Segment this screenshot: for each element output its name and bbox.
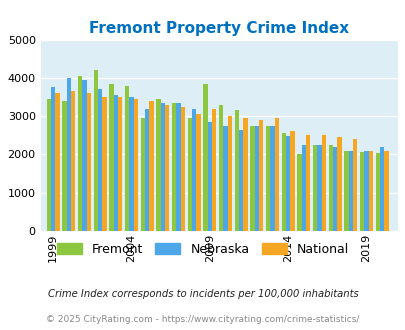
- Bar: [281, 133, 285, 231]
- Bar: [254, 126, 258, 231]
- Bar: [258, 120, 263, 231]
- Bar: [145, 109, 149, 231]
- Bar: [196, 114, 200, 231]
- Bar: [109, 83, 113, 231]
- Bar: [265, 126, 270, 231]
- Bar: [176, 103, 180, 231]
- Bar: [86, 93, 91, 231]
- Bar: [312, 145, 317, 231]
- Bar: [180, 107, 185, 231]
- Bar: [274, 118, 278, 231]
- Bar: [332, 147, 337, 231]
- Bar: [82, 80, 86, 231]
- Text: Crime Index corresponds to incidents per 100,000 inhabitants: Crime Index corresponds to incidents per…: [47, 289, 358, 299]
- Bar: [171, 103, 176, 231]
- Bar: [305, 135, 310, 231]
- Bar: [239, 130, 243, 231]
- Bar: [98, 89, 102, 231]
- Bar: [207, 122, 211, 231]
- Bar: [223, 126, 227, 231]
- Bar: [129, 97, 133, 231]
- Bar: [160, 103, 164, 231]
- Bar: [47, 99, 51, 231]
- Bar: [234, 111, 239, 231]
- Bar: [62, 101, 66, 231]
- Bar: [285, 136, 290, 231]
- Bar: [296, 154, 301, 231]
- Bar: [348, 150, 352, 231]
- Bar: [321, 135, 325, 231]
- Bar: [51, 87, 55, 231]
- Bar: [384, 150, 388, 231]
- Bar: [118, 97, 122, 231]
- Bar: [203, 83, 207, 231]
- Bar: [78, 76, 82, 231]
- Bar: [249, 126, 254, 231]
- Bar: [227, 116, 232, 231]
- Bar: [301, 145, 305, 231]
- Bar: [218, 105, 223, 231]
- Bar: [66, 78, 71, 231]
- Title: Fremont Property Crime Index: Fremont Property Crime Index: [89, 21, 348, 36]
- Bar: [375, 152, 379, 231]
- Bar: [156, 99, 160, 231]
- Bar: [102, 97, 107, 231]
- Bar: [211, 109, 216, 231]
- Bar: [368, 150, 372, 231]
- Bar: [187, 118, 192, 231]
- Bar: [125, 85, 129, 231]
- Bar: [359, 152, 363, 231]
- Bar: [343, 150, 348, 231]
- Bar: [243, 118, 247, 231]
- Bar: [337, 137, 341, 231]
- Bar: [71, 91, 75, 231]
- Bar: [317, 145, 321, 231]
- Bar: [290, 131, 294, 231]
- Legend: Fremont, Nebraska, National: Fremont, Nebraska, National: [56, 243, 349, 256]
- Bar: [93, 70, 98, 231]
- Bar: [328, 145, 332, 231]
- Bar: [113, 95, 118, 231]
- Text: © 2025 CityRating.com - https://www.cityrating.com/crime-statistics/: © 2025 CityRating.com - https://www.city…: [46, 315, 359, 324]
- Bar: [270, 126, 274, 231]
- Bar: [149, 101, 153, 231]
- Bar: [140, 118, 145, 231]
- Bar: [133, 99, 138, 231]
- Bar: [352, 139, 356, 231]
- Bar: [363, 151, 368, 231]
- Bar: [164, 105, 169, 231]
- Bar: [192, 109, 196, 231]
- Bar: [379, 147, 384, 231]
- Bar: [55, 93, 60, 231]
